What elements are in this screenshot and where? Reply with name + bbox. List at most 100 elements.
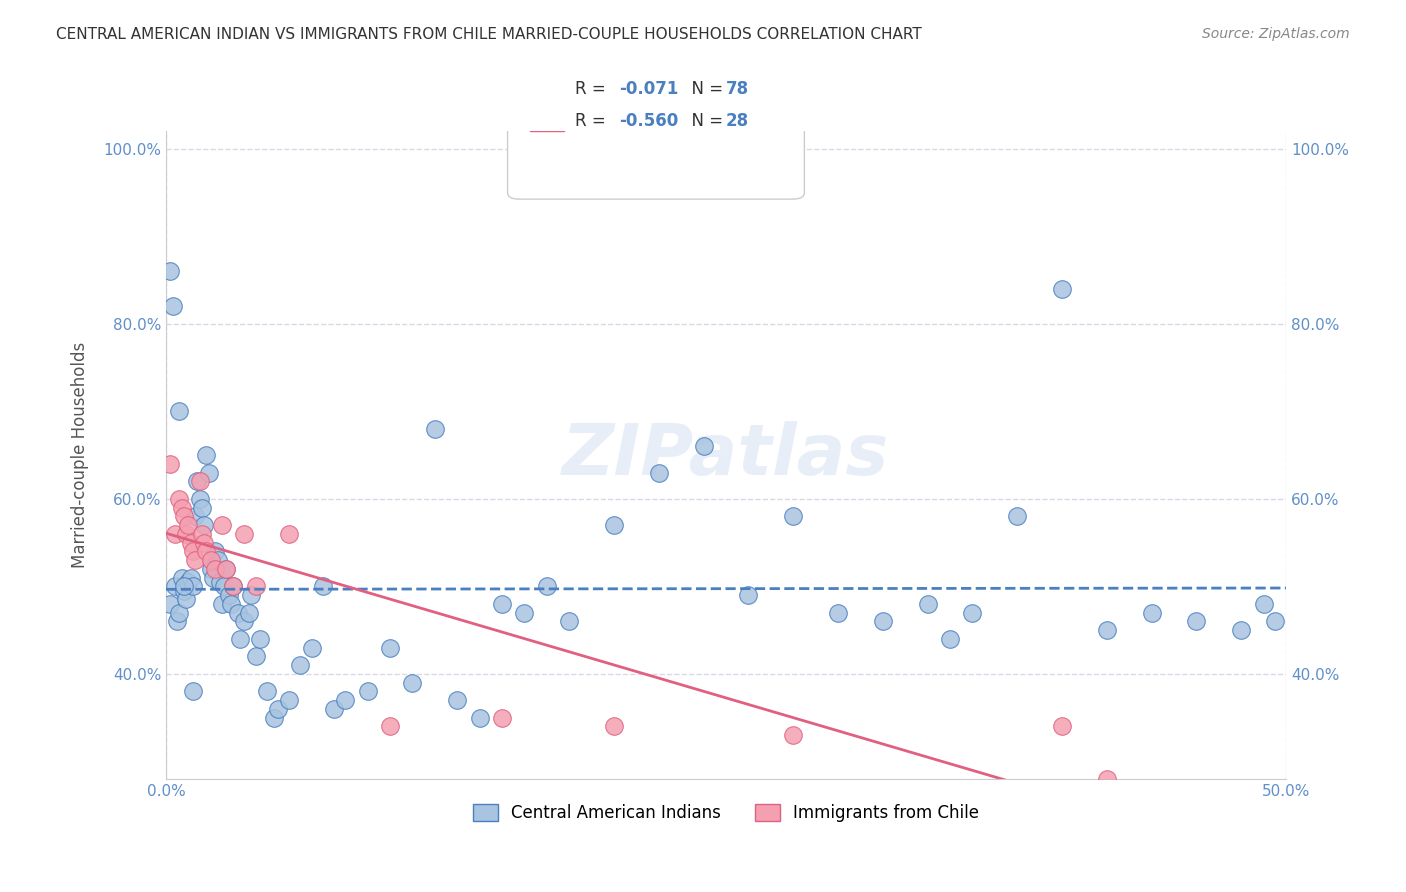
Point <box>200 553 222 567</box>
Point <box>692 439 714 453</box>
Point <box>278 693 301 707</box>
Point <box>1253 597 1275 611</box>
Point <box>191 526 214 541</box>
Point <box>233 615 256 629</box>
Point <box>188 475 211 489</box>
Point <box>159 264 181 278</box>
Point <box>180 570 202 584</box>
Point <box>169 404 191 418</box>
Point <box>211 518 233 533</box>
Text: 78: 78 <box>725 80 749 98</box>
Point <box>173 583 195 598</box>
Point <box>229 632 252 646</box>
Point <box>186 475 208 489</box>
Text: R =: R = <box>575 112 610 130</box>
Text: -0.071: -0.071 <box>620 80 679 98</box>
Point <box>301 640 323 655</box>
Point <box>159 597 181 611</box>
Text: -0.560: -0.560 <box>620 112 679 130</box>
Point <box>917 597 939 611</box>
Point <box>1050 719 1073 733</box>
Point <box>491 597 513 611</box>
Point <box>238 606 260 620</box>
Text: N =: N = <box>681 112 728 130</box>
Point <box>491 711 513 725</box>
Point <box>212 579 235 593</box>
Point <box>162 299 184 313</box>
Point <box>163 526 186 541</box>
Point <box>1095 772 1118 786</box>
Point <box>204 544 226 558</box>
Point <box>558 615 581 629</box>
Text: Source: ZipAtlas.com: Source: ZipAtlas.com <box>1202 27 1350 41</box>
Point <box>181 579 204 593</box>
Point <box>513 606 536 620</box>
Point <box>222 579 245 593</box>
Point <box>468 711 491 725</box>
Point <box>939 632 962 646</box>
Point <box>219 597 242 611</box>
Point <box>193 518 215 533</box>
Point <box>211 597 233 611</box>
Point <box>1050 282 1073 296</box>
Point <box>204 562 226 576</box>
Point <box>169 606 191 620</box>
Point <box>263 711 285 725</box>
Point <box>169 491 191 506</box>
Point <box>195 448 218 462</box>
Point <box>1140 606 1163 620</box>
Point <box>174 526 197 541</box>
Point <box>202 570 225 584</box>
Text: 28: 28 <box>725 112 749 130</box>
Text: R =: R = <box>575 80 610 98</box>
Point <box>215 562 238 576</box>
FancyBboxPatch shape <box>530 73 564 99</box>
Point <box>446 693 468 707</box>
Point <box>180 535 202 549</box>
Point <box>1005 509 1028 524</box>
Point <box>603 518 626 533</box>
Point <box>782 728 804 742</box>
Point <box>177 574 200 589</box>
Text: N =: N = <box>681 80 728 98</box>
Point <box>312 579 335 593</box>
Point <box>737 588 759 602</box>
Point <box>423 422 446 436</box>
Point <box>184 509 207 524</box>
Point <box>177 518 200 533</box>
Point <box>256 684 278 698</box>
Point <box>173 509 195 524</box>
Point <box>962 606 984 620</box>
Point <box>173 579 195 593</box>
Point <box>207 553 229 567</box>
Point <box>1095 623 1118 637</box>
Point <box>188 491 211 506</box>
Point <box>603 719 626 733</box>
Point <box>226 606 249 620</box>
Point <box>163 579 186 593</box>
Point <box>174 592 197 607</box>
Point <box>240 588 263 602</box>
Point <box>245 579 267 593</box>
Point <box>184 553 207 567</box>
Point <box>648 466 671 480</box>
Point <box>181 544 204 558</box>
Point <box>170 570 193 584</box>
Point <box>356 684 378 698</box>
Point <box>290 658 312 673</box>
Point <box>267 702 290 716</box>
Point <box>245 649 267 664</box>
Point <box>536 579 558 593</box>
Y-axis label: Married-couple Households: Married-couple Households <box>72 342 89 568</box>
FancyBboxPatch shape <box>508 65 804 199</box>
Text: ZIPatlas: ZIPatlas <box>562 420 890 490</box>
Point <box>159 457 181 471</box>
Legend: Central American Indians, Immigrants from Chile: Central American Indians, Immigrants fro… <box>467 797 986 829</box>
Point <box>782 509 804 524</box>
Point <box>233 526 256 541</box>
Point <box>827 606 849 620</box>
Point <box>200 562 222 576</box>
Point <box>170 500 193 515</box>
Point <box>1185 615 1208 629</box>
Point <box>323 702 346 716</box>
